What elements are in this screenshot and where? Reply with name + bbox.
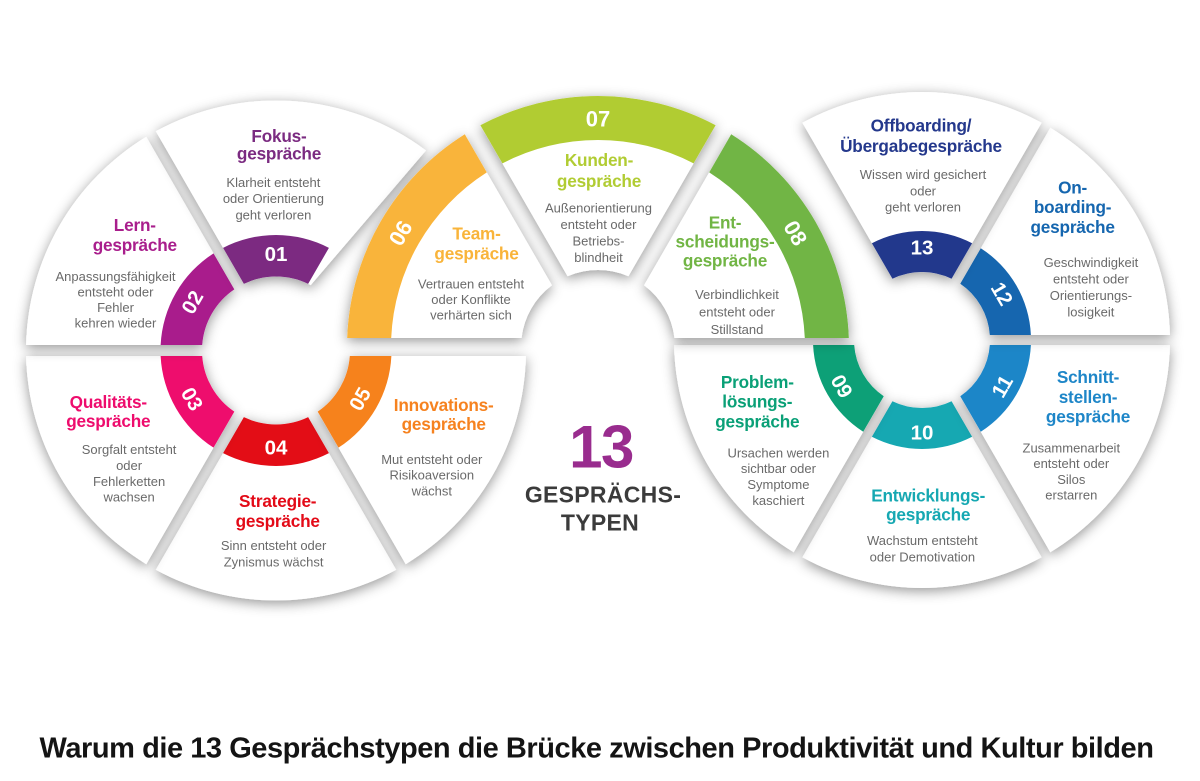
svg-text:oder: oder — [910, 183, 937, 198]
svg-text:Innovations-: Innovations- — [394, 395, 494, 415]
svg-text:Risikoaversion: Risikoaversion — [390, 468, 475, 483]
svg-text:Fehlerketten: Fehlerketten — [93, 474, 165, 489]
svg-text:scheidungs-: scheidungs- — [675, 232, 775, 252]
svg-text:On-: On- — [1058, 177, 1087, 197]
svg-text:13: 13 — [911, 237, 934, 260]
svg-text:gespräche: gespräche — [237, 143, 321, 163]
svg-text:Außenorientierung: Außenorientierung — [545, 201, 652, 216]
svg-text:Entwicklungs-: Entwicklungs- — [871, 485, 985, 505]
svg-text:Zusammenarbeit: Zusammenarbeit — [1023, 440, 1121, 455]
svg-text:Geschwindigkeit: Geschwindigkeit — [1044, 255, 1139, 270]
svg-text:oder Demotivation: oder Demotivation — [870, 550, 976, 565]
svg-text:gespräche: gespräche — [886, 504, 970, 524]
svg-text:entsteht oder: entsteht oder — [1053, 272, 1130, 287]
svg-text:erstarren: erstarren — [1045, 488, 1097, 503]
svg-text:Qualitäts-: Qualitäts- — [70, 392, 148, 412]
svg-text:Schnitt-: Schnitt- — [1057, 367, 1120, 387]
svg-text:TYPEN: TYPEN — [561, 510, 639, 536]
svg-text:kehren wieder: kehren wieder — [75, 315, 157, 330]
svg-text:gespräche: gespräche — [715, 412, 799, 432]
svg-text:entsteht oder: entsteht oder — [1033, 456, 1110, 471]
svg-text:Sorgfalt entsteht: Sorgfalt entsteht — [82, 442, 177, 457]
svg-text:gespräche: gespräche — [236, 511, 320, 531]
svg-text:gespräche: gespräche — [93, 235, 177, 255]
svg-text:GESPRÄCHS-: GESPRÄCHS- — [525, 481, 681, 507]
svg-text:gespräche: gespräche — [1031, 217, 1115, 237]
svg-text:entsteht oder: entsteht oder — [699, 305, 776, 320]
svg-text:losigkeit: losigkeit — [1067, 304, 1114, 319]
svg-text:sichtbar oder: sichtbar oder — [741, 461, 817, 476]
svg-text:blindheit: blindheit — [574, 250, 623, 265]
svg-text:geht verloren: geht verloren — [885, 200, 961, 215]
svg-text:oder: oder — [116, 458, 143, 473]
svg-text:lösungs-: lösungs- — [722, 392, 792, 412]
svg-text:oder Konflikte: oder Konflikte — [431, 292, 511, 307]
svg-text:Symptome: Symptome — [747, 477, 809, 492]
svg-text:verhärten sich: verhärten sich — [430, 307, 512, 322]
svg-text:Kunden-: Kunden- — [565, 150, 634, 170]
svg-text:gespräche: gespräche — [1046, 407, 1130, 427]
svg-text:10: 10 — [911, 422, 934, 445]
svg-text:Ursachen werden: Ursachen werden — [727, 445, 829, 460]
svg-text:Anpassungsfähigkeit: Anpassungsfähigkeit — [56, 269, 176, 284]
svg-text:gespräche: gespräche — [683, 251, 767, 271]
svg-text:gespräche: gespräche — [434, 244, 518, 264]
svg-text:Strategie-: Strategie- — [239, 491, 317, 511]
svg-text:entsteht oder: entsteht oder — [78, 285, 155, 300]
svg-text:Team-: Team- — [452, 224, 501, 244]
svg-text:Problem-: Problem- — [721, 372, 794, 392]
svg-text:geht verloren: geht verloren — [235, 207, 311, 222]
svg-text:gespräche: gespräche — [66, 411, 150, 431]
svg-text:stellen-: stellen- — [1059, 387, 1118, 407]
svg-text:Fokus-: Fokus- — [251, 126, 307, 146]
svg-text:Silos: Silos — [1057, 472, 1086, 487]
svg-text:Sinn entsteht oder: Sinn entsteht oder — [221, 538, 327, 553]
svg-text:Betriebs-: Betriebs- — [572, 234, 624, 249]
svg-text:04: 04 — [265, 436, 288, 459]
svg-text:Wachstum entsteht: Wachstum entsteht — [867, 533, 978, 548]
svg-text:Vertrauen entsteht: Vertrauen entsteht — [418, 277, 525, 292]
svg-text:oder Orientierung: oder Orientierung — [223, 191, 324, 206]
svg-text:Verbindlichkeit: Verbindlichkeit — [695, 287, 779, 302]
svg-text:Lern-: Lern- — [114, 215, 156, 235]
svg-text:boarding-: boarding- — [1034, 197, 1112, 217]
svg-text:entsteht oder: entsteht oder — [561, 217, 638, 232]
svg-text:wächst: wächst — [411, 483, 453, 498]
svg-text:13: 13 — [569, 414, 633, 481]
svg-text:Stillstand: Stillstand — [711, 322, 764, 337]
svg-text:Warum die 13 Gesprächstypen di: Warum die 13 Gesprächstypen die Brücke z… — [40, 733, 1154, 765]
svg-text:01: 01 — [265, 243, 288, 266]
svg-text:Zynismus wächst: Zynismus wächst — [224, 554, 324, 569]
svg-text:Orientierungs-: Orientierungs- — [1050, 288, 1132, 303]
svg-text:Klarheit entsteht: Klarheit entsteht — [226, 175, 320, 190]
svg-text:kaschiert: kaschiert — [752, 493, 804, 508]
svg-text:gespräche: gespräche — [402, 414, 486, 434]
svg-text:07: 07 — [586, 107, 610, 132]
svg-text:wachsen: wachsen — [102, 490, 154, 505]
svg-text:Ent-: Ent- — [709, 213, 742, 233]
svg-text:gespräche: gespräche — [557, 171, 641, 191]
svg-text:Offboarding/: Offboarding/ — [871, 115, 972, 135]
svg-text:Wissen wird gesichert: Wissen wird gesichert — [860, 167, 987, 182]
svg-text:Übergabegespräche: Übergabegespräche — [840, 136, 1002, 156]
svg-text:Mut entsteht oder: Mut entsteht oder — [381, 452, 483, 467]
svg-text:Fehler: Fehler — [97, 300, 135, 315]
